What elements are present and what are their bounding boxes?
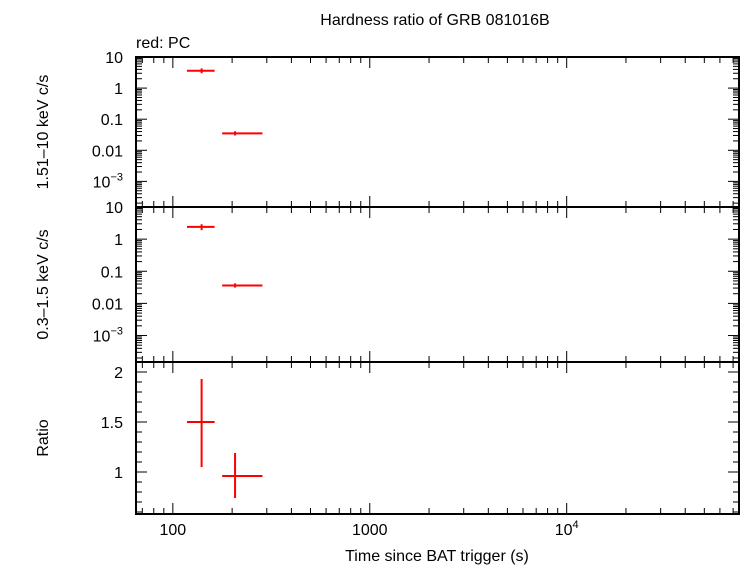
data-point-hard-2 bbox=[222, 131, 263, 136]
y-axis-label-ratio: Ratio bbox=[35, 419, 52, 456]
panel-frame-ratio bbox=[135, 361, 740, 515]
panel-frame-soft bbox=[135, 206, 740, 363]
y-tick-label: 10 bbox=[105, 200, 123, 217]
y-tick-label: 0.1 bbox=[101, 112, 123, 129]
y-tick-label: 1.5 bbox=[101, 415, 123, 432]
y-tick-label: 0.01 bbox=[92, 296, 123, 313]
data-point-ratio-2 bbox=[222, 453, 263, 498]
y-axis-label-hard: 1.51–10 keV c/s bbox=[35, 75, 52, 190]
y-tick-label: 0.01 bbox=[92, 143, 123, 160]
x-tick-label: 100 bbox=[159, 522, 186, 539]
x-axis-label: Time since BAT trigger (s) bbox=[345, 548, 529, 565]
y-tick-label: 1 bbox=[114, 232, 123, 249]
y-tick-label: 0.1 bbox=[101, 264, 123, 281]
chart-title: Hardness ratio of GRB 081016B bbox=[320, 12, 549, 29]
data-point-soft-1 bbox=[186, 224, 215, 231]
y-tick-label: 1 bbox=[114, 81, 123, 98]
y-tick-label: 10 bbox=[105, 50, 123, 67]
y-tick-label: 10−3 bbox=[93, 326, 123, 346]
y-tick-label: 10−3 bbox=[93, 171, 123, 191]
data-point-soft-2 bbox=[222, 283, 263, 288]
panel-frame-hard bbox=[135, 56, 740, 208]
y-axis-label-soft: 0.3–1.5 keV c/s bbox=[35, 229, 52, 339]
y-tick-label: 2 bbox=[114, 365, 123, 382]
legend-text: red: PC bbox=[136, 35, 190, 52]
data-point-hard-1 bbox=[186, 68, 215, 74]
y-tick-label: 1 bbox=[114, 465, 123, 482]
x-tick-label: 104 bbox=[555, 519, 579, 539]
data-point-ratio-1 bbox=[186, 379, 215, 467]
x-tick-label: 1000 bbox=[352, 522, 388, 539]
